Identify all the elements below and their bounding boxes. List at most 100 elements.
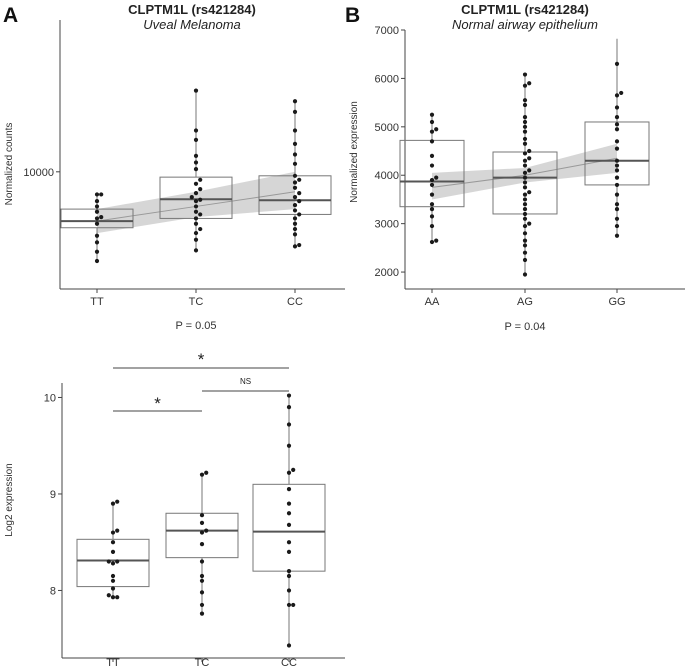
chart-a-ylabel: Normalized counts [4,123,15,206]
chart-b-point [522,136,528,142]
chart-c-y-tick-label: 10 [44,392,56,404]
chart-a-point [292,99,298,104]
chart-b-x-tick-label: AA [425,296,440,308]
chart-b-point [527,156,532,161]
chart-b-point [522,192,528,197]
chart-c-x-tick-label: TT [106,657,120,669]
chart-a-point [297,191,302,196]
chart-b-y-tick-label: 4000 [375,170,399,182]
chart-b-point [614,158,620,163]
chart-a-point [292,185,298,190]
chart-c-point [110,540,116,545]
chart-b-point [522,170,528,175]
chart-b-point [522,272,528,277]
chart-a-point [292,173,298,178]
chart-c-point [110,586,116,591]
chart-b-point [429,177,435,183]
chart-b-point [527,81,532,86]
chart-c-point [110,530,116,535]
chart-a-point [193,221,199,226]
chart-a-point [292,203,298,208]
chart-b-point [614,207,620,212]
chart-a-point [193,153,199,158]
chart-c-point [286,487,292,492]
chart-c-point [286,405,292,410]
chart-a-point [292,109,298,114]
chart-a-point [292,232,298,237]
chart-c-point [199,530,205,535]
chart-a-point [193,167,199,172]
chart-b-point [522,223,528,229]
chart-b-point [429,192,435,197]
chart-b-point [522,158,528,163]
chart-a-point [297,199,302,204]
chart-b-point [522,115,528,120]
chart-c-point [106,559,111,564]
chart-b-point [522,163,528,168]
chart-a-p-value: P = 0.05 [175,320,216,332]
chart-a-point [193,191,199,196]
chart-a-point [193,88,199,93]
chart-a-point [189,195,194,200]
chart-a-point [193,230,199,236]
chart-c-point [110,561,116,566]
chart-c-box [165,512,239,559]
chart-b-y-tick-label: 5000 [375,122,399,134]
chart-c-point [115,595,120,600]
panel-label-b: B [345,4,360,27]
chart-b-point [614,115,620,120]
chart-a-point [193,199,199,204]
chart-b-point [522,202,528,207]
chart-b-point [429,163,435,168]
chart-c-point [199,611,205,616]
chart-b-title: CLPTM1L (rs421284) [461,2,589,17]
chart-b-point [429,223,435,229]
chart-b-point [522,185,528,190]
chart-a-point [94,258,100,264]
chart-c-point [286,511,292,516]
chart-a-y-tick-label: 10000 [23,167,54,179]
chart-b-point [614,163,620,168]
chart-c-point [110,595,116,600]
chart-b-point [522,129,528,134]
chart-a-point [292,221,298,226]
chart-a-box [60,208,134,229]
chart-c-point [110,573,116,579]
chart-c-point [291,602,296,608]
chart-c-box [252,483,326,572]
chart-a-point [94,221,100,226]
chart-b-y-tick-label: 2000 [375,267,399,279]
chart-a-point [94,233,100,238]
chart-b-point [614,192,620,197]
chart-c-point [286,602,292,608]
chart-b-point [614,168,620,173]
chart-b-point [614,146,620,151]
chart-b-point [614,175,620,180]
chart-a-x-tick-label: CC [287,296,303,308]
chart-b-point [527,221,532,226]
chart-c-point [286,569,292,574]
chart-a-point [292,216,298,221]
chart-b-point [522,211,528,217]
chart-b-point [429,214,435,219]
chart-a-point [193,248,199,253]
chart-c-significance-label: NS [240,377,251,386]
chart-b-point [614,93,620,98]
chart-b-point [522,197,528,202]
chart-c-point [106,593,111,598]
chart-b-point [619,90,624,96]
chart-b-point [429,202,435,207]
chart-c-point [291,467,296,472]
chart-c-x-tick-label: CC [281,657,297,669]
chart-b-point [527,168,532,173]
chart-a-point [292,226,298,232]
chart-a-point [292,141,298,146]
chart-a-point [94,204,100,209]
chart-a-point [198,187,203,192]
chart-a-point [94,240,100,245]
chart-b-point [522,207,528,212]
chart-c-point [286,522,292,527]
chart-a-x-tick-label: TC [189,296,204,308]
chart-b-point [522,175,528,180]
